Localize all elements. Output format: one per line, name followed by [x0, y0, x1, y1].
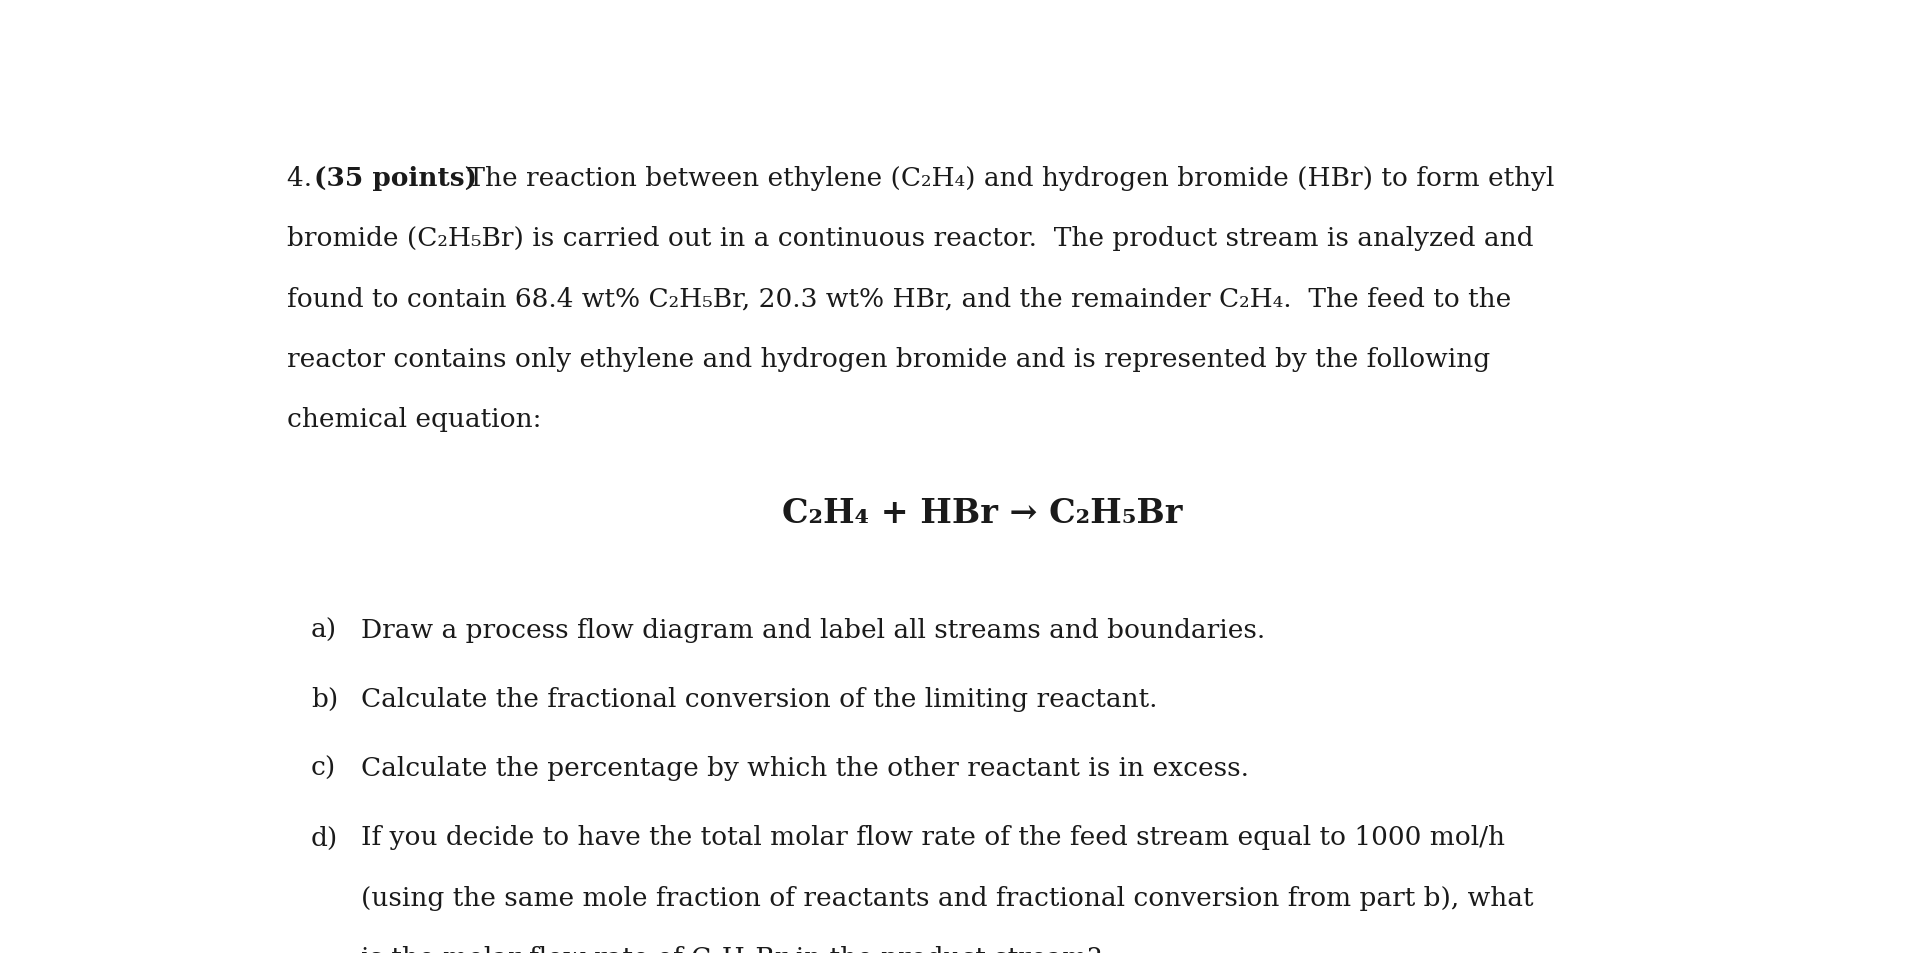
- Text: d): d): [310, 824, 337, 849]
- Text: C₂H₄ + HBr → C₂H₅Br: C₂H₄ + HBr → C₂H₅Br: [782, 497, 1182, 530]
- Text: b): b): [310, 686, 337, 711]
- Text: (35 points): (35 points): [314, 166, 477, 191]
- Text: found to contain 68.4 wt% C₂H₅Br, 20.3 wt% HBr, and the remainder C₂H₄.  The fee: found to contain 68.4 wt% C₂H₅Br, 20.3 w…: [287, 286, 1512, 311]
- Text: chemical equation:: chemical equation:: [287, 406, 542, 432]
- Text: c): c): [310, 756, 335, 781]
- Text: Draw a process flow diagram and label all streams and boundaries.: Draw a process flow diagram and label al…: [362, 617, 1265, 642]
- Text: is the molar flow rate of C₂H₅Br in the product stream?: is the molar flow rate of C₂H₅Br in the …: [362, 945, 1102, 953]
- Text: (using the same mole fraction of reactants and fractional conversion from part b: (using the same mole fraction of reactan…: [362, 884, 1535, 910]
- Text: The reaction between ethylene (C₂H₄) and hydrogen bromide (HBr) to form ethyl: The reaction between ethylene (C₂H₄) and…: [460, 166, 1554, 191]
- Text: bromide (C₂H₅Br) is carried out in a continuous reactor.  The product stream is : bromide (C₂H₅Br) is carried out in a con…: [287, 226, 1533, 251]
- Text: reactor contains only ethylene and hydrogen bromide and is represented by the fo: reactor contains only ethylene and hydro…: [287, 346, 1491, 372]
- Text: 4.: 4.: [287, 166, 320, 191]
- Text: Calculate the percentage by which the other reactant is in excess.: Calculate the percentage by which the ot…: [362, 756, 1249, 781]
- Text: If you decide to have the total molar flow rate of the feed stream equal to 1000: If you decide to have the total molar fl…: [362, 824, 1506, 849]
- Text: Calculate the fractional conversion of the limiting reactant.: Calculate the fractional conversion of t…: [362, 686, 1157, 711]
- Text: a): a): [310, 617, 337, 642]
